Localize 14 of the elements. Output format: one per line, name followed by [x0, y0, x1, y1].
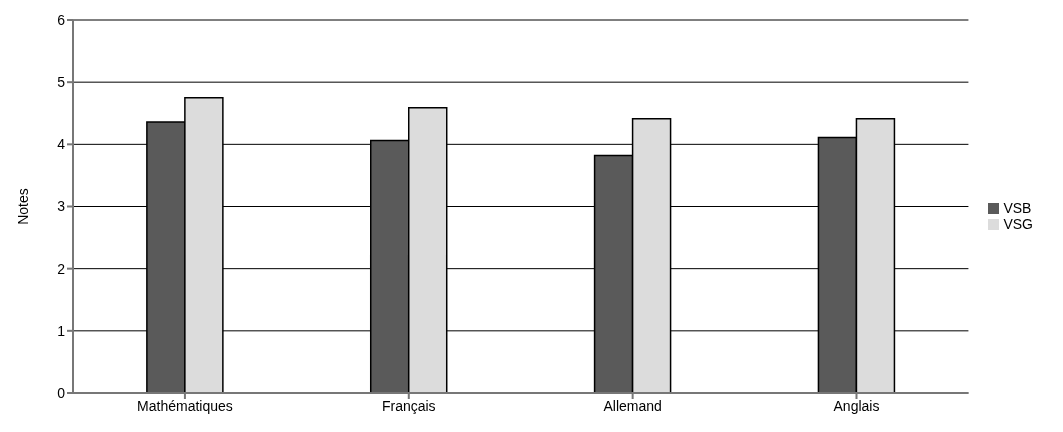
x-tick-label: Français	[381, 397, 436, 414]
y-tick-label: 4	[57, 136, 66, 153]
y-tick-label: 3	[57, 198, 66, 215]
y-tick-label: 5	[57, 74, 66, 91]
y-tick-label: 0	[57, 384, 66, 401]
y-axis-title: Notes	[14, 188, 31, 225]
y-tick-label: 1	[57, 322, 66, 339]
y-tick-label: 2	[57, 260, 66, 277]
x-tick-label: Anglais	[833, 397, 880, 414]
y-tick-label: 6	[57, 11, 66, 28]
x-tick-label: Allemand	[603, 397, 662, 414]
legend-label: VSB	[1003, 199, 1032, 216]
legend-label: VSG	[1003, 215, 1033, 232]
x-tick-label: Mathématiques	[137, 397, 233, 414]
